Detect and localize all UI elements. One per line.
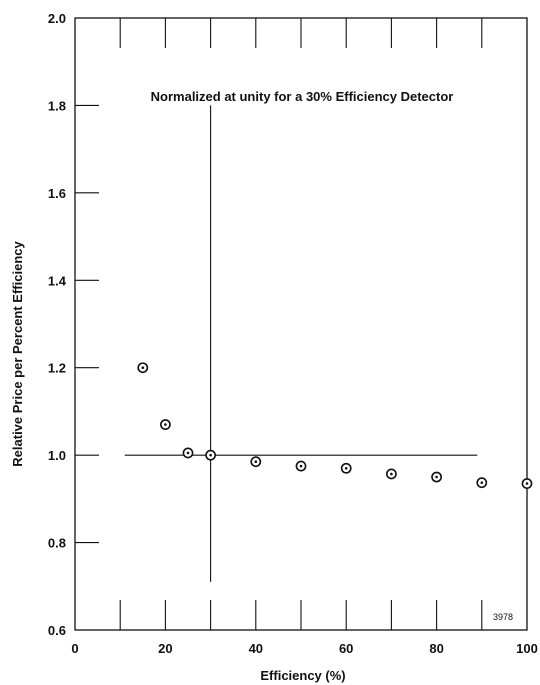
- data-point-dot: [344, 466, 348, 470]
- y-tick-label-0.6: 0.6: [48, 623, 66, 638]
- x-tick-label-20: 20: [158, 641, 172, 656]
- y-tick-label-0.8: 0.8: [48, 536, 66, 551]
- y-tick-label-1.6: 1.6: [48, 186, 66, 201]
- data-point-90: [476, 477, 488, 489]
- figure-id: 3978: [493, 612, 513, 622]
- data-points: [137, 362, 533, 489]
- tick-marks: [75, 18, 483, 630]
- reference-lines: [124, 105, 478, 582]
- x-tick-label-0: 0: [71, 641, 78, 656]
- x-tick-label-80: 80: [429, 641, 443, 656]
- data-point-25: [182, 447, 194, 459]
- data-point-dot: [480, 481, 484, 484]
- data-point-dot: [525, 482, 529, 485]
- data-point-20: [159, 419, 171, 430]
- x-tick-label-100: 100: [516, 641, 538, 656]
- x-tick-label-60: 60: [339, 641, 353, 656]
- data-point-dot: [254, 460, 258, 464]
- data-point-80: [431, 471, 442, 483]
- data-point-60: [340, 462, 352, 474]
- y-tick-label-1.0: 1.0: [48, 448, 66, 463]
- data-point-50: [295, 460, 307, 472]
- y-tick-label-2.0: 2.0: [48, 11, 66, 26]
- data-point-15: [137, 362, 149, 374]
- y-tick-label-1.4: 1.4: [48, 273, 67, 288]
- data-point-100: [521, 478, 533, 489]
- data-point-dot: [299, 464, 303, 468]
- y-tick-label-1.8: 1.8: [48, 98, 66, 113]
- chart-annotation: Normalized at unity for a 30% Efficiency…: [151, 89, 454, 104]
- data-point-dot: [390, 472, 393, 476]
- data-point-dot: [209, 453, 212, 457]
- x-axis-label: Efficiency (%): [260, 668, 345, 683]
- y-axis-label: Relative Price per Percent Efficiency: [10, 241, 25, 467]
- data-point-dot: [164, 423, 167, 426]
- data-point-30: [205, 449, 216, 461]
- x-tick-labels: 0 20 40 60 80 100: [71, 641, 537, 656]
- data-point-dot: [186, 451, 190, 455]
- data-point-dot: [435, 475, 438, 479]
- data-point-70: [385, 468, 397, 480]
- x-tick-label-40: 40: [249, 641, 263, 656]
- data-point-40: [250, 456, 262, 468]
- plot-frame: [74, 17, 528, 631]
- data-point-dot: [141, 366, 145, 370]
- y-tick-label-1.2: 1.2: [48, 361, 66, 376]
- y-tick-labels: 0.6 0.8 1.0 1.2 1.4 1.6 1.8 2.0: [48, 11, 67, 638]
